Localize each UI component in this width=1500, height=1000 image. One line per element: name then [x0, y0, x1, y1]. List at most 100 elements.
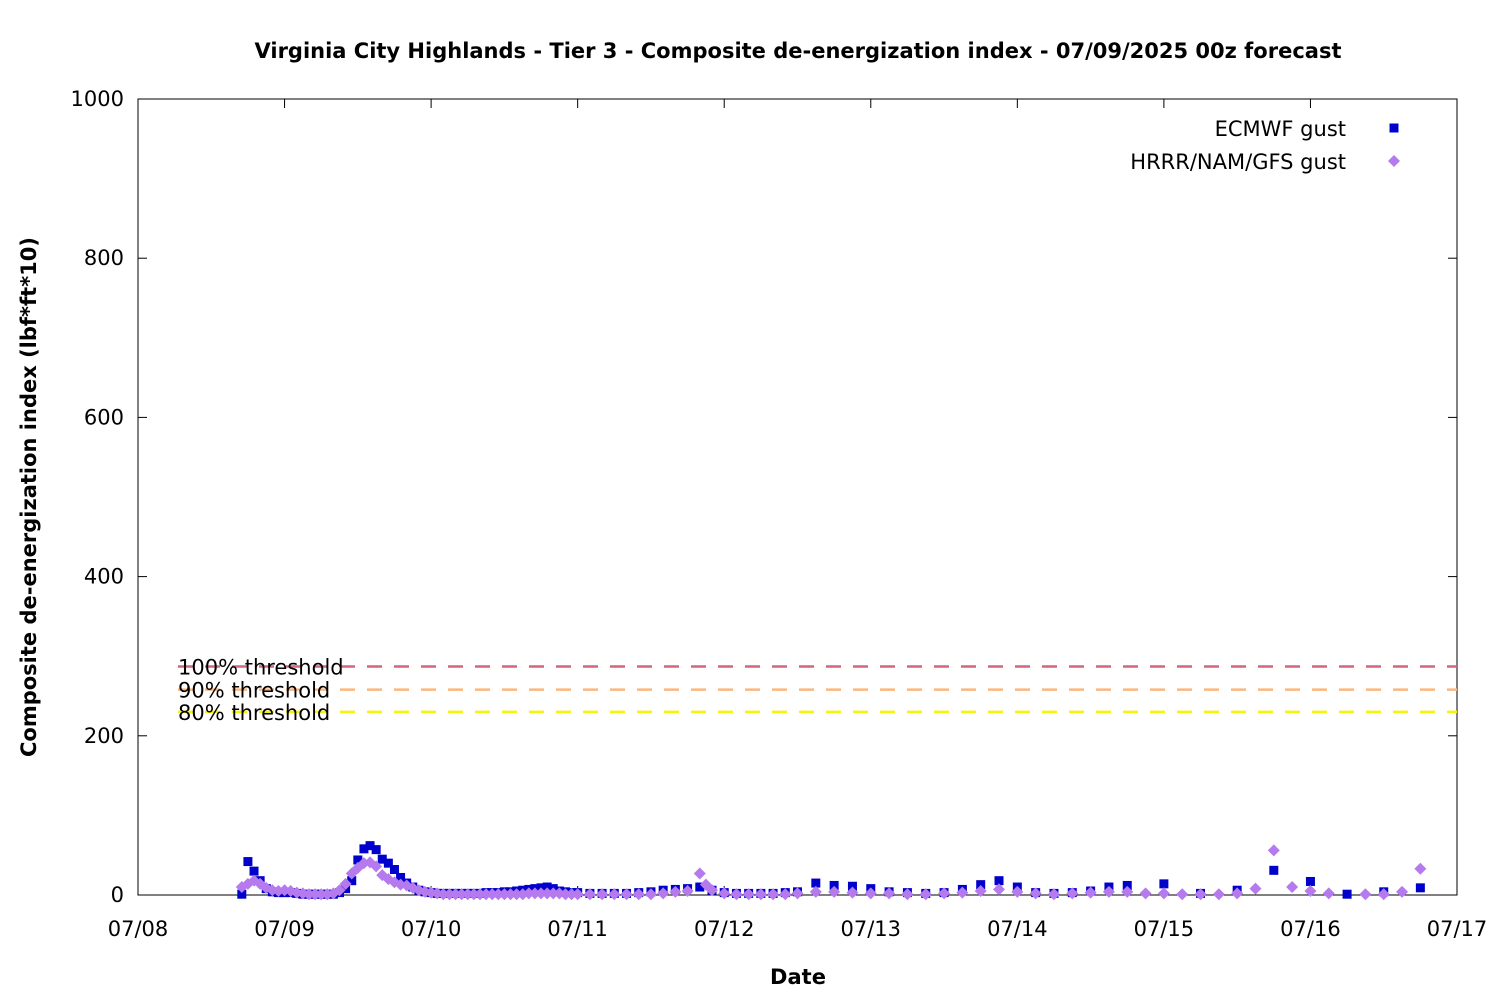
legend: ECMWF gust HRRR/NAM/GFS gust: [1130, 117, 1400, 174]
data-point: [620, 888, 633, 901]
legend-marker-shape: [1388, 155, 1400, 167]
y-tick-label: 800: [84, 246, 124, 270]
x-tick-label: 07/17: [1427, 917, 1488, 941]
data-point: [681, 885, 694, 898]
data-point: [1084, 886, 1097, 899]
y-tick-label: 600: [84, 405, 124, 429]
data-point: [1304, 885, 1317, 898]
data-point: [467, 888, 480, 901]
y-tick-label: 1000: [71, 87, 124, 111]
data-point: [339, 877, 352, 890]
data-point: [1377, 888, 1390, 901]
data-point: [1011, 885, 1024, 898]
data-point: [974, 885, 987, 898]
data-point: [461, 888, 474, 901]
data-point: [1139, 887, 1152, 900]
data-point: [528, 887, 541, 900]
plot-frame: [137, 98, 1458, 896]
x-tick-label: 07/12: [694, 917, 755, 941]
data-point: [510, 888, 523, 901]
data-point: [498, 888, 511, 901]
data-point: [956, 886, 969, 899]
data-point: [492, 888, 505, 901]
data-point: [1249, 882, 1262, 895]
data-point: [791, 887, 804, 900]
data-point: [811, 878, 821, 888]
data-point: [1176, 888, 1189, 901]
data-point: [377, 854, 387, 864]
data-point: [809, 885, 822, 898]
data-point: [1159, 879, 1169, 889]
x-tick-label: 07/08: [108, 917, 169, 941]
x-tick-label: 07/09: [254, 917, 315, 941]
threshold-label: 90% threshold: [178, 679, 330, 703]
data-point: [359, 844, 369, 854]
data-point: [596, 888, 609, 901]
data-point: [315, 888, 328, 901]
data-point: [309, 888, 322, 901]
series-hrrr: [235, 844, 1427, 901]
data-point: [1267, 844, 1280, 857]
data-point: [480, 888, 493, 901]
data-point: [248, 874, 261, 887]
data-point: [371, 845, 381, 855]
legend-marker-ecmwf: [1389, 123, 1399, 133]
data-point: [443, 888, 456, 901]
data-point: [976, 880, 986, 890]
data-point: [237, 889, 247, 899]
data-point: [1121, 885, 1134, 898]
data-point: [1029, 887, 1042, 900]
data-point: [1212, 888, 1225, 901]
data-point: [449, 888, 462, 901]
data-point: [455, 888, 468, 901]
data-point: [846, 886, 859, 899]
y-axis-label: Composite de-energization index (lbf*ft*…: [17, 237, 41, 757]
data-point: [669, 885, 682, 898]
data-point: [994, 876, 1004, 886]
data-point: [370, 860, 383, 873]
data-point: [333, 884, 346, 897]
x-tick-labels: 07/08 07/09 07/10 07/11 07/12 07/13 07/14 07/15…: [108, 917, 1488, 941]
y-tick-label: 200: [84, 724, 124, 748]
threshold-label: 100% threshold: [178, 656, 344, 680]
data-point: [353, 855, 363, 865]
data-point: [1415, 883, 1425, 893]
data-point: [919, 888, 932, 901]
data-point: [901, 888, 914, 901]
data-point: [1066, 887, 1079, 900]
data-point: [437, 888, 450, 901]
data-point: [993, 883, 1006, 896]
data-point: [883, 887, 896, 900]
chart-title: Virginia City Highlands - Tier 3 - Compo…: [254, 39, 1341, 63]
data-point: [693, 867, 706, 880]
data-point: [565, 888, 578, 901]
x-tick-label: 07/14: [987, 917, 1048, 941]
data-point: [249, 866, 259, 876]
data-point: [559, 888, 572, 901]
data-point: [302, 888, 315, 901]
data-point: [828, 885, 841, 898]
data-point: [644, 888, 657, 901]
data-point: [1342, 889, 1352, 899]
y-tick-label: 400: [84, 565, 124, 589]
data-point: [1414, 862, 1427, 875]
data-point: [608, 888, 621, 901]
series-layer: [235, 841, 1427, 901]
data-point: [1047, 888, 1060, 901]
x-tick-label: 07/11: [547, 917, 608, 941]
data-point: [383, 858, 393, 868]
legend-marker-hrrr: [1388, 155, 1400, 167]
data-point: [473, 888, 486, 901]
data-point: [695, 882, 705, 892]
data-point: [1305, 876, 1315, 886]
data-point: [1231, 887, 1244, 900]
data-point: [522, 887, 535, 900]
data-point: [547, 887, 560, 900]
legend-label-hrrr: HRRR/NAM/GFS gust: [1130, 150, 1346, 174]
data-point: [847, 881, 857, 891]
data-point: [1122, 880, 1132, 890]
data-point: [730, 888, 743, 901]
data-point: [632, 888, 645, 901]
